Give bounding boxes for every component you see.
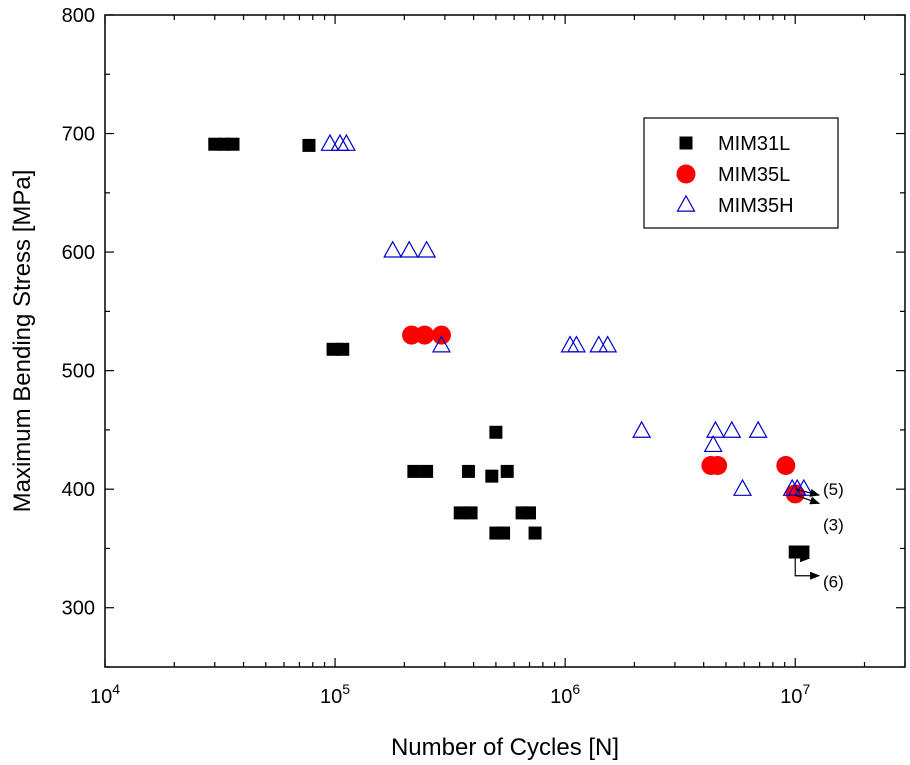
y-tick-label: 300 (62, 598, 95, 620)
triangle-point (732, 478, 753, 496)
square-point (523, 506, 537, 520)
triangle-point (560, 335, 580, 353)
square-point (453, 506, 467, 520)
runout-annotations: (5) (3) (6) (794, 480, 844, 592)
square-point (796, 545, 810, 559)
runout-count-label: (3) (823, 516, 844, 535)
legend-box (643, 117, 839, 229)
y-tick-label: 800 (62, 5, 95, 27)
legend-triangle-icon (676, 194, 696, 212)
y-axis-label: Maximum Bending Stress [MPa] (9, 170, 36, 513)
x-tick-label: 107 (780, 681, 810, 708)
triangle-point (703, 434, 723, 453)
triangle-point (431, 335, 451, 353)
triangle-point (566, 335, 586, 353)
runout-arrow (795, 494, 821, 505)
circle-point (776, 455, 796, 475)
triangle-point (399, 240, 419, 258)
triangle-point (748, 420, 768, 438)
triangle-point (632, 420, 652, 438)
square-point (464, 506, 478, 520)
y-tick-label: 500 (62, 361, 95, 383)
square-point (485, 469, 499, 483)
circle-point (785, 484, 805, 504)
circle-point (431, 325, 451, 345)
square-point (497, 526, 511, 540)
square-point (420, 464, 434, 478)
x-tick-label: 105 (320, 681, 350, 708)
square-point (500, 464, 514, 478)
square-point (336, 342, 350, 356)
square-point (461, 464, 475, 478)
legend: MIM31L MIM35L MIM35H (643, 117, 839, 229)
circle-point (708, 455, 728, 475)
triangle-point (598, 335, 618, 353)
legend-square-icon (679, 136, 693, 150)
plot-frame (104, 14, 906, 668)
square-point (528, 526, 542, 540)
triangle-point (722, 420, 742, 438)
triangle-point (336, 133, 356, 151)
square-point (407, 464, 421, 478)
legend-circle-icon (676, 164, 696, 184)
legend-entry: MIM35H (676, 194, 794, 217)
x-tick-label: 106 (550, 681, 580, 708)
data-points (208, 133, 814, 559)
runout-count-label: (6) (823, 573, 844, 592)
x-axis-ticks: 104 105 106 107 (90, 15, 906, 708)
series-1 (402, 325, 805, 504)
legend-label: MIM35L (718, 164, 790, 186)
triangle-point (383, 240, 403, 258)
square-point (489, 425, 503, 439)
triangle-point (705, 420, 725, 438)
y-tick-label: 400 (62, 479, 95, 501)
runout-arrow (794, 552, 821, 580)
legend-label: MIM31L (718, 133, 790, 155)
square-point (302, 138, 316, 152)
runout-count-label: (5) (823, 480, 844, 499)
legend-label: MIM35H (718, 195, 794, 217)
runout-arrow (800, 554, 811, 563)
square-point (226, 137, 240, 151)
y-tick-label: 700 (62, 124, 95, 146)
series-2 (320, 133, 814, 496)
legend-entry: MIM31L (679, 133, 790, 155)
triangle-point (320, 133, 340, 151)
circle-point (402, 325, 422, 345)
runout-arrow (795, 488, 821, 497)
circle-point (415, 325, 435, 345)
x-axis-label: Number of Cycles [N] (391, 734, 619, 761)
y-tick-label: 600 (62, 242, 95, 264)
triangle-point (589, 335, 609, 353)
y-axis-ticks: 300 400 500 600 700 800 (62, 5, 905, 668)
triangle-point (794, 478, 814, 496)
series-0 (208, 137, 810, 559)
legend-entry: MIM35L (676, 164, 790, 186)
x-tick-label: 104 (90, 681, 120, 708)
triangle-point (417, 240, 437, 258)
